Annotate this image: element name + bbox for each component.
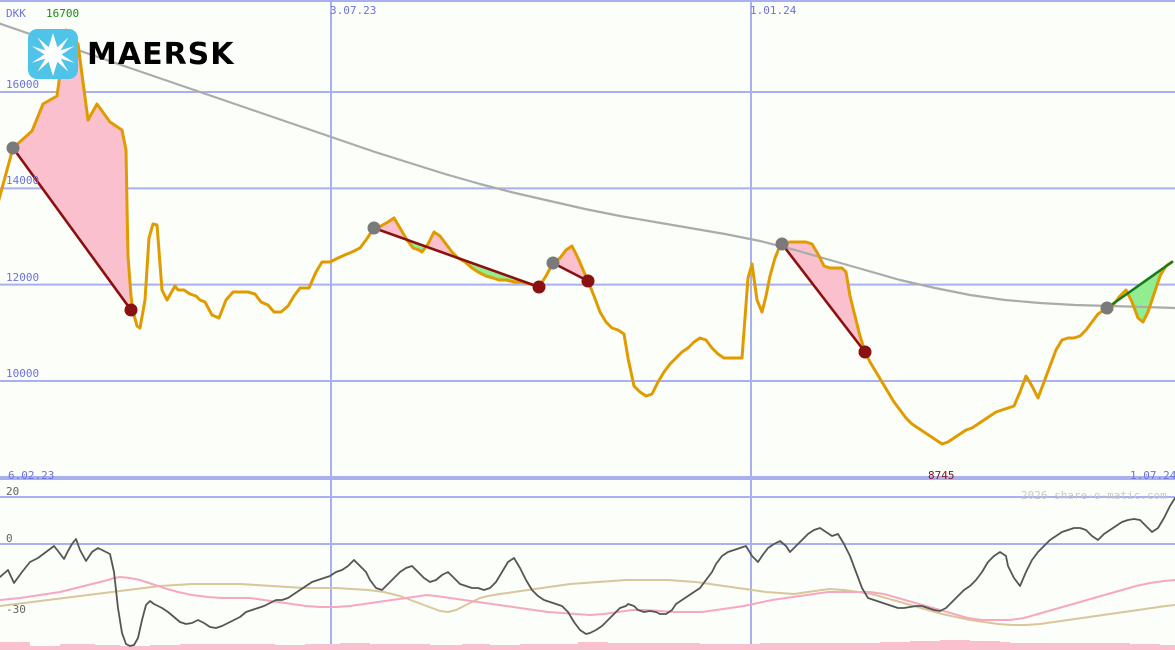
histogram-bar <box>400 644 430 650</box>
trade-entry-marker <box>1100 301 1114 315</box>
histogram-bar <box>760 643 790 650</box>
trade-exit-marker <box>581 274 595 288</box>
histogram-bar <box>880 642 910 650</box>
price-axis-tick: 14000 <box>6 174 40 188</box>
histogram-bar <box>700 644 730 650</box>
star-glyph <box>28 29 78 79</box>
date-axis-tick-bottom: 6.02.23 <box>8 469 55 482</box>
price-axis-tick: 10000 <box>6 367 40 380</box>
histogram-bar <box>30 646 60 650</box>
histogram-bar <box>608 643 640 650</box>
date-axis-tick-top: 1.01.24 <box>750 4 797 17</box>
oscillator-axis-tick: -30 <box>6 602 26 616</box>
oscillator-axis-tick: 0 <box>6 532 13 545</box>
histogram-bar <box>248 644 275 650</box>
histogram-bar <box>1040 643 1070 650</box>
histogram-bar <box>1100 643 1130 650</box>
trade-exit-marker <box>858 345 872 359</box>
histogram-bar <box>1070 643 1100 650</box>
watermark: 2026 share-o-matic.com <box>1021 489 1167 502</box>
histogram-bar <box>672 643 700 650</box>
trade-entry-marker <box>546 256 560 270</box>
histogram-bar <box>790 643 820 650</box>
price-line <box>0 28 1174 446</box>
date-axis-tick-top: 3.07.23 <box>330 4 377 17</box>
histogram-bar <box>120 646 150 650</box>
histogram-bar <box>370 644 400 650</box>
histogram-bar <box>215 644 248 650</box>
price-axis-tick: 12000 <box>6 270 40 284</box>
histogram-bar <box>0 642 30 650</box>
oscillator-gridlines <box>0 478 1175 545</box>
histogram-bar <box>1000 642 1010 650</box>
price-chart-panel <box>0 0 1175 478</box>
histogram-bar <box>730 644 760 650</box>
histogram-bar <box>275 645 305 650</box>
histogram-bar <box>1160 645 1175 650</box>
histogram-bar <box>340 643 370 650</box>
histogram-bar <box>462 644 490 650</box>
histogram-bar <box>490 645 520 650</box>
histogram-bar <box>95 645 120 650</box>
histogram-bar <box>850 643 880 650</box>
histogram-bar <box>970 641 1000 650</box>
oscillator-histogram <box>0 640 1175 650</box>
company-logo: MAERSK <box>28 29 235 79</box>
trade-entry-marker <box>6 141 20 155</box>
histogram-bar <box>1130 644 1160 650</box>
oscillator-series <box>0 497 1175 647</box>
price-axis-tick: 16000 <box>6 78 40 91</box>
histogram-bar <box>820 643 850 650</box>
histogram-bar <box>640 643 672 650</box>
oscillator-axis-tick: 20 <box>6 485 20 498</box>
trade-entry-marker <box>775 237 789 251</box>
maersk-star-icon <box>28 29 78 79</box>
low-price-marker: 8745 <box>928 469 955 482</box>
histogram-bar <box>305 644 340 650</box>
histogram-bar <box>940 640 970 650</box>
histogram-bar <box>60 644 95 650</box>
histogram-bar <box>910 641 940 650</box>
histogram-bar <box>1010 643 1040 650</box>
trade-connector-lines <box>11 146 1174 354</box>
company-name-text: MAERSK <box>87 36 235 72</box>
histogram-bar <box>430 645 462 650</box>
trade-exit-marker <box>532 280 546 294</box>
histogram-bar <box>520 644 548 650</box>
date-axis-tick-bottom: 1.07.24 <box>1130 469 1175 482</box>
histogram-bar <box>150 645 180 650</box>
trade-exit-marker <box>124 303 138 317</box>
trade-markers <box>6 141 1114 359</box>
last-price-label: 16700 <box>46 7 80 20</box>
histogram-bar <box>180 644 215 650</box>
oscillator-lines <box>0 497 1175 647</box>
price-chart-background <box>0 0 1175 478</box>
histogram-bar <box>548 644 578 650</box>
oscillator-series <box>0 579 1175 626</box>
oscillator-panel <box>0 478 1175 650</box>
moving-average-line <box>0 22 1175 310</box>
trade-entry-marker <box>367 221 381 235</box>
oscillator-vertical-gridlines <box>330 479 752 650</box>
histogram-bar <box>578 642 608 650</box>
oscillator-series <box>0 576 1175 621</box>
currency-label: DKK <box>6 7 26 20</box>
